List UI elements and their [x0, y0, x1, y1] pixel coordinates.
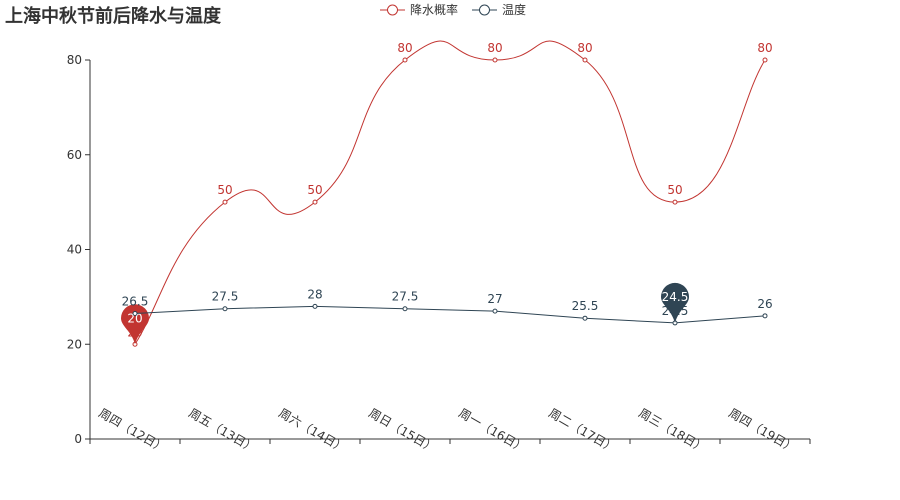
- y-tick-label: 60: [67, 148, 82, 162]
- series-line-1: [134, 305, 766, 324]
- data-point: [402, 306, 408, 312]
- y-tick-label: 0: [74, 432, 82, 446]
- data-label: 50: [217, 183, 232, 197]
- markpoint-label: 24.5: [662, 290, 689, 304]
- data-label: 26: [757, 297, 772, 311]
- data-point: [582, 315, 588, 321]
- data-label: 27: [487, 292, 502, 306]
- data-label: 80: [397, 41, 412, 55]
- legend-label: 温度: [502, 2, 526, 17]
- x-tick-label: 周四（12日）: [96, 406, 168, 456]
- x-tick-label: 周四（19日）: [726, 406, 798, 456]
- data-label: 28: [307, 287, 322, 301]
- x-tick-label: 周日（15日）: [366, 406, 438, 456]
- chart-title: 上海中秋节前后降水与温度: [5, 6, 221, 27]
- x-tick-label: 周二（17日）: [546, 406, 618, 456]
- data-point: [222, 199, 228, 205]
- data-point: [312, 199, 318, 205]
- data-label: 80: [487, 41, 502, 55]
- data-label: 80: [577, 41, 592, 55]
- data-point: [402, 57, 408, 63]
- data-point: [672, 199, 678, 205]
- x-tick-label: 周五（13日）: [186, 406, 258, 456]
- markpoint-pin: [661, 282, 689, 323]
- y-tick-label: 80: [67, 53, 82, 67]
- x-tick-label: 周六（14日）: [276, 406, 348, 456]
- data-point: [222, 306, 228, 312]
- data-point: [582, 57, 588, 63]
- legend-marker: [479, 4, 490, 16]
- data-point: [132, 310, 138, 316]
- y-tick-label: 20: [67, 337, 82, 351]
- y-tick-label: 40: [67, 243, 82, 257]
- data-point: [762, 313, 768, 319]
- x-tick-label: 周一（16日）: [456, 406, 528, 456]
- markpoint-pin: [121, 304, 149, 345]
- legend-marker: [387, 4, 398, 16]
- legend-label: 降水概率: [410, 2, 458, 17]
- data-label: 50: [307, 183, 322, 197]
- markpoint-label: 20: [127, 311, 142, 325]
- data-point: [492, 57, 498, 63]
- data-label: 50: [667, 183, 682, 197]
- data-label: 26.5: [122, 294, 149, 308]
- x-tick-label: 周三（18日）: [636, 406, 708, 456]
- data-point: [762, 57, 768, 63]
- data-label: 80: [757, 41, 772, 55]
- data-label: 25.5: [572, 299, 599, 313]
- data-point: [312, 303, 318, 309]
- data-label: 27.5: [212, 290, 239, 304]
- series-line-0: [134, 40, 766, 345]
- data-point: [492, 308, 498, 314]
- data-label: 27.5: [392, 290, 419, 304]
